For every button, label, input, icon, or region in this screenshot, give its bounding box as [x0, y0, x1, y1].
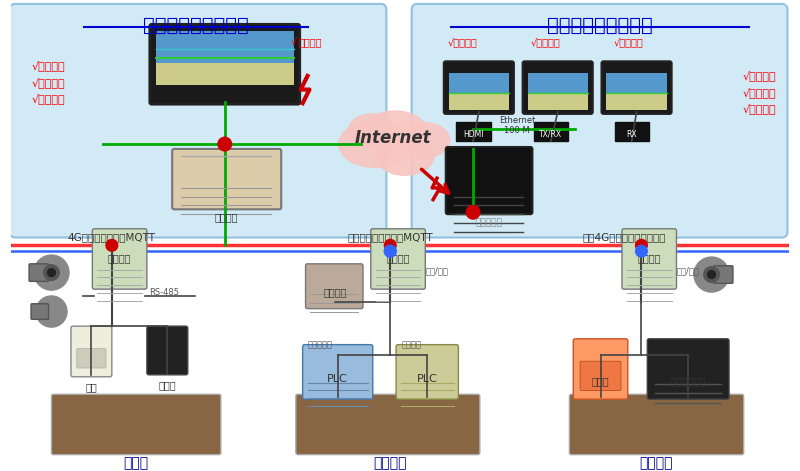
FancyBboxPatch shape: [615, 122, 650, 141]
Circle shape: [635, 239, 647, 251]
FancyBboxPatch shape: [522, 61, 593, 114]
Text: 生产线分布式监控站: 生产线分布式监控站: [142, 16, 249, 34]
Text: 网口/串口: 网口/串口: [426, 266, 448, 275]
Text: 智能网关: 智能网关: [108, 253, 131, 263]
Text: 智能网关: 智能网关: [638, 253, 661, 263]
FancyBboxPatch shape: [446, 147, 533, 214]
Circle shape: [385, 239, 396, 251]
Ellipse shape: [364, 111, 426, 150]
Text: 预留接口: 预留接口: [402, 341, 422, 350]
Text: √数据分析: √数据分析: [742, 103, 776, 114]
Text: √生产产量: √生产产量: [530, 37, 560, 47]
Text: 数据服务器: 数据服务器: [475, 218, 502, 227]
FancyBboxPatch shape: [444, 61, 514, 114]
Text: √报警信息: √报警信息: [742, 87, 776, 97]
FancyBboxPatch shape: [527, 73, 588, 110]
Text: 100 M: 100 M: [504, 126, 530, 135]
FancyBboxPatch shape: [51, 394, 221, 455]
FancyBboxPatch shape: [10, 4, 386, 237]
Text: 远程数据中心监控室: 远程数据中心监控室: [546, 16, 653, 34]
Text: RX: RX: [626, 130, 637, 139]
FancyBboxPatch shape: [412, 4, 787, 237]
Text: 接口模块: 接口模块: [323, 287, 346, 297]
FancyBboxPatch shape: [77, 349, 106, 368]
FancyBboxPatch shape: [449, 94, 509, 110]
FancyBboxPatch shape: [574, 339, 628, 399]
Circle shape: [704, 267, 719, 282]
FancyBboxPatch shape: [457, 122, 490, 141]
FancyBboxPatch shape: [31, 304, 49, 319]
Text: 胶印机: 胶印机: [124, 456, 149, 471]
FancyBboxPatch shape: [150, 24, 300, 104]
Text: 变频器: 变频器: [592, 376, 610, 386]
Ellipse shape: [399, 122, 450, 158]
Text: Ethernet: Ethernet: [498, 116, 535, 125]
Circle shape: [106, 239, 118, 251]
Text: RS-485: RS-485: [149, 288, 179, 297]
Text: 无线备接口: 无线备接口: [307, 341, 333, 350]
Text: Internet: Internet: [355, 129, 431, 147]
Text: 分切设备: 分切设备: [374, 456, 407, 471]
Text: HDMI: HDMI: [462, 130, 483, 139]
FancyBboxPatch shape: [172, 149, 282, 209]
Circle shape: [44, 265, 59, 280]
Text: √产量采集: √产量采集: [32, 93, 66, 105]
FancyBboxPatch shape: [602, 61, 672, 114]
Circle shape: [47, 268, 55, 276]
FancyBboxPatch shape: [714, 266, 733, 283]
Text: PLC: PLC: [417, 374, 438, 384]
FancyBboxPatch shape: [92, 229, 147, 289]
FancyBboxPatch shape: [606, 94, 666, 110]
FancyBboxPatch shape: [534, 122, 569, 141]
Circle shape: [385, 245, 396, 257]
Text: 4G上网，上行协议MQTT: 4G上网，上行协议MQTT: [68, 232, 156, 242]
Text: 网口/串口: 网口/串口: [677, 266, 699, 275]
Text: √设备监控: √设备监控: [448, 37, 478, 47]
Text: √: √: [291, 37, 298, 47]
Text: 传感器: 传感器: [158, 381, 176, 390]
Text: 彩盒设备: 彩盒设备: [639, 456, 673, 471]
Text: TX/RX: TX/RX: [539, 130, 562, 139]
Text: PLC: PLC: [327, 374, 348, 384]
Circle shape: [694, 257, 729, 292]
FancyBboxPatch shape: [570, 394, 744, 455]
FancyBboxPatch shape: [396, 345, 458, 399]
FancyBboxPatch shape: [606, 73, 666, 110]
Text: 半自动控制器: 半自动控制器: [670, 376, 706, 386]
Text: √运行状态: √运行状态: [32, 60, 66, 71]
Text: 通过4G上网，开放上行接口: 通过4G上网，开放上行接口: [582, 232, 666, 242]
Text: 电表: 电表: [86, 382, 98, 393]
FancyBboxPatch shape: [580, 361, 621, 390]
FancyBboxPatch shape: [647, 339, 729, 399]
FancyBboxPatch shape: [29, 264, 49, 281]
Text: √运行状态: √运行状态: [742, 70, 776, 81]
Circle shape: [218, 137, 231, 151]
Text: 车间看板: 车间看板: [298, 37, 322, 47]
Text: √故障报警: √故障报警: [614, 37, 643, 47]
FancyBboxPatch shape: [622, 229, 677, 289]
Text: √报警信息: √报警信息: [32, 77, 66, 88]
FancyBboxPatch shape: [449, 73, 509, 110]
FancyBboxPatch shape: [370, 229, 426, 289]
Ellipse shape: [376, 136, 434, 175]
FancyBboxPatch shape: [302, 345, 373, 399]
Circle shape: [635, 245, 647, 257]
Circle shape: [708, 271, 715, 278]
Circle shape: [385, 245, 396, 257]
Text: 车间主机: 车间主机: [215, 212, 238, 222]
FancyBboxPatch shape: [527, 94, 588, 110]
FancyBboxPatch shape: [156, 31, 294, 85]
FancyBboxPatch shape: [147, 326, 188, 375]
FancyBboxPatch shape: [71, 326, 112, 377]
FancyBboxPatch shape: [296, 394, 480, 455]
Circle shape: [466, 205, 480, 219]
Ellipse shape: [349, 114, 395, 147]
Circle shape: [36, 296, 67, 327]
FancyBboxPatch shape: [306, 264, 363, 309]
FancyBboxPatch shape: [156, 63, 294, 85]
Text: 智能网关: 智能网关: [386, 253, 410, 263]
Ellipse shape: [338, 121, 413, 168]
Circle shape: [34, 255, 69, 290]
Text: 有线上网，上行协议MQTT: 有线上网，上行协议MQTT: [347, 232, 433, 242]
